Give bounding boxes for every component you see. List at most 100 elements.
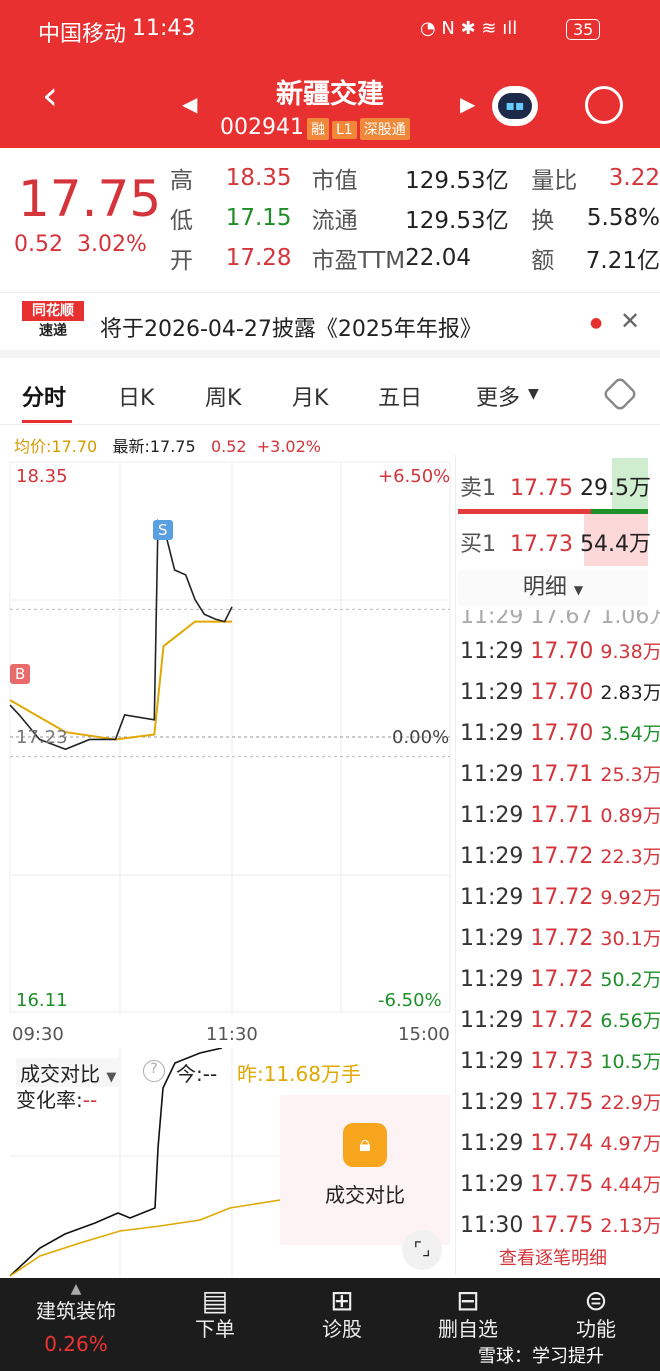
locked-overlay[interactable]: 🔒︎ 成交对比 [280, 1095, 450, 1245]
tick-volume: 9.92万 [600, 887, 660, 909]
tick-time: 11:29 [460, 762, 524, 787]
quote-row: 高 18.35 市值 129.53亿 量比 3.22 [170, 158, 660, 198]
tick-price: 17.70 [530, 639, 594, 664]
tab-5[interactable]: 更多 [476, 386, 521, 411]
tick-price: 17.70 [530, 721, 594, 746]
tick-row: 11:29 17.71 0.89万 [460, 801, 660, 828]
tick-time: 11:29 [460, 639, 524, 664]
buy-price: 17.73 [510, 532, 573, 557]
tick-volume: 0.89万 [600, 805, 660, 827]
more-chevron-icon[interactable]: ▼ [528, 386, 539, 402]
tick-time: 11:29 [460, 1090, 524, 1115]
nav-label: 功能 [576, 1317, 616, 1341]
tick-price: 17.72 [530, 844, 594, 869]
nav-sector[interactable]: ▲ 建筑装饰 0.26% [16, 1278, 136, 1356]
tick-price: 17.72 [530, 885, 594, 910]
buy-volume-bar [584, 514, 648, 566]
nav-order[interactable]: ▤ 下单 [155, 1278, 275, 1342]
tick-price: 17.70 [530, 680, 594, 705]
tab-0[interactable]: 分时 [22, 386, 67, 411]
tick-time: 11:29 [460, 967, 524, 992]
label: 市值 [311, 168, 358, 194]
tick-price: 17.74 [530, 1131, 594, 1156]
news-text: 将于2026-04-27披露《2025年年报》 [100, 317, 482, 342]
value: 22.04 [405, 245, 471, 271]
news-bar[interactable]: 同花顺 速递 将于2026-04-27披露《2025年年报》 ● ✕ [0, 292, 660, 358]
value: 17.28 [225, 245, 292, 271]
header: 中国移动 11:43 ◔ N ✱ ≋ ıll 35 ‹ ◀ 新疆交建 00294… [0, 0, 660, 148]
tick-row: 11:29 17.75 4.44万 [460, 1170, 660, 1197]
help-icon[interactable]: ? [143, 1060, 165, 1082]
fullscreen-icon[interactable]: ⌜⌟ [402, 1230, 442, 1270]
today-cumulative-line [9, 1048, 223, 1277]
divider [455, 455, 456, 1275]
nav-functions[interactable]: ⊜ 功能 [536, 1278, 656, 1342]
buy-volume: 54.4万 [579, 532, 651, 557]
tick-price: 17.72 [530, 926, 594, 951]
yesterday-cumulative-line [9, 1199, 281, 1277]
tick-row: 11:29 17.70 9.38万 [460, 637, 660, 664]
tab-2[interactable]: 周K [205, 386, 242, 411]
pct-mid: 0.00% [392, 727, 450, 748]
legend-change: 0.52 [210, 437, 247, 456]
clock: 11:43 [132, 16, 196, 41]
buy-marker[interactable]: B [10, 664, 31, 684]
stock-code-row: 002941 融 L1 深股通 [220, 115, 410, 140]
pct-top: +6.50% [378, 466, 451, 487]
back-icon[interactable]: ‹ [42, 73, 58, 119]
tick-time: 11:30 [460, 1213, 524, 1238]
detail-label: 明细 [522, 575, 567, 600]
prev-stock-icon[interactable]: ◀ [182, 92, 198, 116]
x-tick-end: 15:00 [398, 1024, 450, 1045]
chevron-down-icon: ▼ [573, 583, 584, 597]
minus-box-icon: ⊟ [456, 1284, 480, 1317]
label: 换 [531, 208, 555, 234]
close-icon[interactable]: ✕ [620, 307, 641, 335]
nav-label: 删自选 [438, 1317, 498, 1341]
up-arrow-icon: ▲ [70, 1281, 82, 1297]
latest-price: 最新:17.75 [112, 437, 196, 456]
tick-row: 11:29 17.72 6.56万 [460, 1006, 660, 1033]
watermark: 雪球：学习提升 [478, 1346, 604, 1367]
label: 量比 [531, 168, 578, 194]
nav-label: 下单 [195, 1317, 235, 1341]
nav-diagnose[interactable]: ⊞ 诊股 [282, 1278, 402, 1342]
tick-volume: 4.97万 [600, 1133, 660, 1155]
avg-price: 均价:17.70 [14, 437, 98, 456]
tick-row: 11:29 17.73 10.5万 [460, 1047, 660, 1074]
next-stock-icon[interactable]: ▶ [460, 92, 476, 116]
tick-volume: 3.54万 [600, 723, 660, 745]
tick-volume: 25.3万 [600, 764, 660, 786]
volume-compare-label: 成交对比 [20, 1062, 100, 1086]
tab-1[interactable]: 日K [118, 386, 155, 411]
settings-icon[interactable] [601, 375, 639, 413]
intraday-chart[interactable] [0, 455, 455, 1045]
tick-row: 11:29 17.72 30.1万 [460, 924, 660, 951]
label: 低 [170, 208, 193, 234]
tick-time: 11:29 [460, 1172, 524, 1197]
tick-time: 11:29 [460, 803, 524, 828]
buy-1-row: 买1 17.73 54.4万 [460, 526, 660, 558]
tick-time: 11:29 [460, 680, 524, 705]
view-all-ticks-link[interactable]: 查看逐笔明细 [499, 1248, 607, 1269]
detail-dropdown[interactable]: 明细 ▼ [458, 570, 648, 606]
legend-pct: +3.02% [256, 437, 321, 456]
tick-volume: 10.5万 [600, 1051, 660, 1073]
tick-row: 11:29 17.70 3.54万 [460, 719, 660, 746]
tick-price: 17.75 [530, 1213, 594, 1238]
robot-assistant-icon[interactable]: ▪▪ [492, 86, 538, 126]
quote-row: 低 17.15 流通 129.53亿换 5.58% [170, 198, 660, 238]
y-top: 18.35 [16, 466, 68, 487]
price-line [9, 519, 233, 751]
volume-compare-dropdown[interactable]: 成交对比 ▼ [16, 1058, 121, 1087]
sell-marker[interactable]: S [153, 520, 173, 540]
tab-3[interactable]: 月K [292, 386, 329, 411]
tab-4[interactable]: 五日 [378, 386, 423, 411]
lock-label: 成交对比 [325, 1183, 405, 1207]
nav-remove-watchlist[interactable]: ⊟ 删自选 [408, 1278, 528, 1342]
search-icon[interactable] [585, 86, 623, 124]
y-bot: 16.11 [16, 990, 68, 1011]
tick-volume: 4.44万 [600, 1174, 660, 1196]
tag-connect: 深股通 [359, 118, 410, 140]
bottom-nav: ▲ 建筑装饰 0.26% ▤ 下单 ⊞ 诊股 ⊟ 删自选 ⊜ 功能 雪球：学习提升 [0, 1278, 660, 1371]
